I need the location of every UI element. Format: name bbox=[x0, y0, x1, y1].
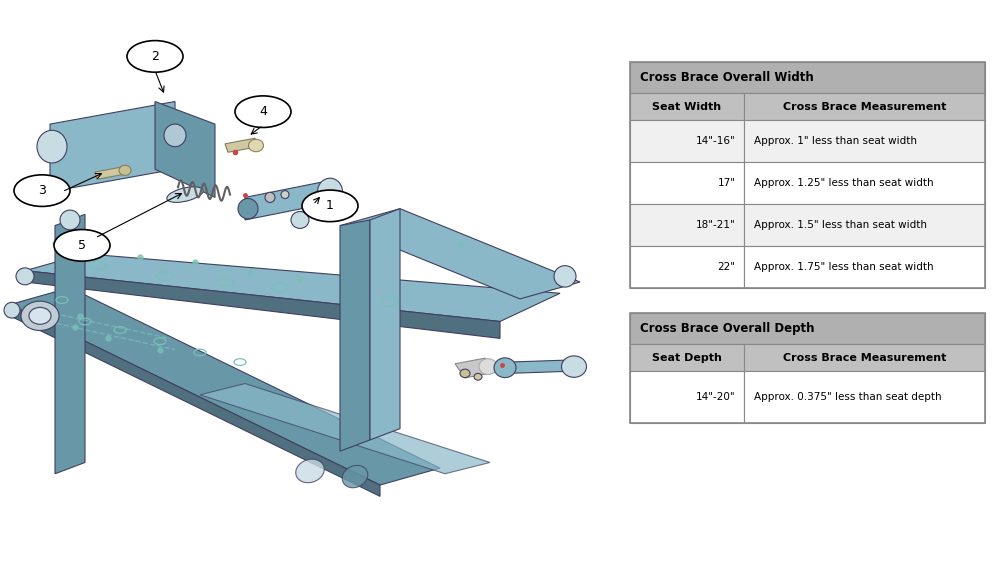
Text: Seat Width: Seat Width bbox=[652, 102, 721, 112]
FancyBboxPatch shape bbox=[630, 371, 744, 423]
FancyBboxPatch shape bbox=[630, 62, 985, 93]
Polygon shape bbox=[50, 102, 175, 192]
Text: 4: 4 bbox=[259, 105, 267, 118]
Polygon shape bbox=[225, 138, 258, 152]
Ellipse shape bbox=[460, 369, 470, 378]
Polygon shape bbox=[155, 102, 215, 197]
Text: Cross Brace Overall Width: Cross Brace Overall Width bbox=[640, 71, 814, 84]
Circle shape bbox=[127, 41, 183, 72]
FancyBboxPatch shape bbox=[744, 204, 985, 246]
Text: 5: 5 bbox=[78, 239, 86, 252]
Text: Approx. 1.75" less than seat width: Approx. 1.75" less than seat width bbox=[754, 262, 933, 272]
Ellipse shape bbox=[494, 358, 516, 378]
Ellipse shape bbox=[554, 266, 576, 287]
FancyBboxPatch shape bbox=[630, 344, 744, 371]
FancyBboxPatch shape bbox=[744, 93, 985, 120]
Text: 1: 1 bbox=[326, 199, 334, 213]
Ellipse shape bbox=[119, 165, 131, 175]
Text: 14"-16": 14"-16" bbox=[696, 136, 736, 146]
Text: Approx. 0.375" less than seat depth: Approx. 0.375" less than seat depth bbox=[754, 392, 941, 402]
Polygon shape bbox=[245, 180, 330, 220]
FancyBboxPatch shape bbox=[744, 120, 985, 162]
Ellipse shape bbox=[562, 356, 586, 377]
Polygon shape bbox=[508, 360, 575, 373]
Text: Approx. 1.5" less than seat width: Approx. 1.5" less than seat width bbox=[754, 220, 927, 230]
Text: 2: 2 bbox=[151, 50, 159, 63]
Polygon shape bbox=[200, 384, 490, 474]
FancyBboxPatch shape bbox=[744, 371, 985, 423]
Circle shape bbox=[54, 230, 110, 261]
Polygon shape bbox=[95, 166, 127, 179]
Ellipse shape bbox=[248, 139, 264, 152]
Circle shape bbox=[14, 175, 70, 206]
FancyBboxPatch shape bbox=[630, 313, 985, 344]
FancyBboxPatch shape bbox=[630, 162, 744, 204]
FancyBboxPatch shape bbox=[630, 246, 744, 288]
Polygon shape bbox=[25, 271, 500, 338]
Polygon shape bbox=[370, 209, 400, 440]
FancyBboxPatch shape bbox=[630, 120, 744, 162]
Text: 17": 17" bbox=[718, 178, 736, 188]
Ellipse shape bbox=[29, 307, 51, 324]
Ellipse shape bbox=[164, 124, 186, 147]
FancyBboxPatch shape bbox=[744, 162, 985, 204]
Polygon shape bbox=[10, 288, 440, 485]
Polygon shape bbox=[55, 214, 85, 474]
Text: Cross Brace Overall Depth: Cross Brace Overall Depth bbox=[640, 322, 814, 335]
Text: 18"-21": 18"-21" bbox=[696, 220, 736, 230]
FancyBboxPatch shape bbox=[630, 204, 744, 246]
Ellipse shape bbox=[4, 302, 20, 318]
FancyBboxPatch shape bbox=[744, 246, 985, 288]
Text: Approx. 1" less than seat width: Approx. 1" less than seat width bbox=[754, 136, 917, 146]
Ellipse shape bbox=[37, 130, 67, 163]
Text: 14"-20": 14"-20" bbox=[696, 392, 736, 402]
Polygon shape bbox=[455, 358, 495, 378]
Polygon shape bbox=[10, 305, 380, 496]
Ellipse shape bbox=[291, 212, 309, 228]
Ellipse shape bbox=[281, 191, 289, 199]
Circle shape bbox=[302, 190, 358, 222]
Ellipse shape bbox=[238, 199, 258, 219]
FancyBboxPatch shape bbox=[744, 344, 985, 371]
Ellipse shape bbox=[318, 178, 342, 205]
Text: Cross Brace Measurement: Cross Brace Measurement bbox=[783, 352, 946, 363]
Ellipse shape bbox=[479, 359, 497, 374]
Text: Cross Brace Measurement: Cross Brace Measurement bbox=[783, 102, 946, 112]
Polygon shape bbox=[25, 254, 560, 321]
FancyBboxPatch shape bbox=[630, 93, 744, 120]
Ellipse shape bbox=[16, 268, 34, 285]
Text: Seat Depth: Seat Depth bbox=[652, 352, 722, 363]
Polygon shape bbox=[340, 209, 580, 299]
Text: Approx. 1.25" less than seat width: Approx. 1.25" less than seat width bbox=[754, 178, 933, 188]
Text: 22": 22" bbox=[718, 262, 736, 272]
Ellipse shape bbox=[342, 465, 368, 488]
Text: 3: 3 bbox=[38, 184, 46, 197]
Ellipse shape bbox=[296, 459, 324, 483]
Circle shape bbox=[235, 96, 291, 127]
Polygon shape bbox=[340, 220, 370, 451]
Ellipse shape bbox=[167, 187, 203, 202]
Ellipse shape bbox=[60, 210, 80, 230]
Ellipse shape bbox=[474, 373, 482, 380]
Ellipse shape bbox=[265, 192, 275, 202]
Ellipse shape bbox=[21, 301, 59, 331]
